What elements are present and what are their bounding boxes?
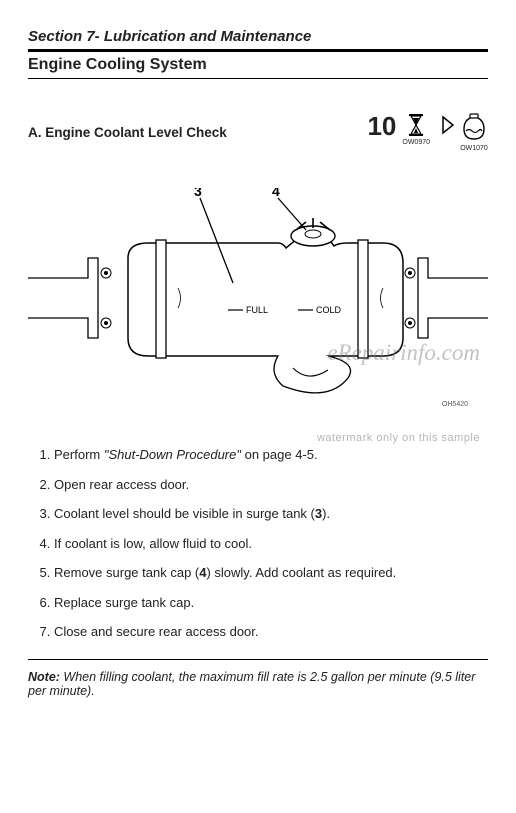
step-7: Close and secure rear access door. (54, 623, 488, 641)
coolant-icon: OW1070 (460, 113, 488, 152)
note-text: When filling coolant, the maximum fill r… (28, 670, 475, 698)
step-2: Open rear access door. (54, 476, 488, 494)
icon-code-left: OW0970 (402, 139, 430, 146)
interval-block: 10 OW0970 OW1070 (367, 113, 488, 152)
step-6: Replace surge tank cap. (54, 594, 488, 612)
icon-code-right: OW1070 (460, 145, 488, 152)
section-title: Section 7- Lubrication and Maintenance (28, 28, 488, 47)
step-1: Perform "Shut-Down Procedure" on page 4-… (54, 446, 488, 464)
rule-thick (28, 49, 488, 52)
subsection-header: A. Engine Coolant Level Check 10 OW0970 (28, 113, 488, 152)
page-title: Engine Cooling System (28, 56, 488, 74)
step-5: Remove surge tank cap (4) slowly. Add co… (54, 564, 488, 582)
step-4: If coolant is low, allow fluid to cool. (54, 535, 488, 553)
callout-3: 3 (194, 188, 202, 199)
tank-label-full: FULL (246, 305, 268, 315)
procedure-steps: Perform "Shut-Down Procedure" on page 4-… (28, 446, 488, 641)
hourglass-icon: OW0970 (402, 113, 430, 146)
step-3: Coolant level should be visible in surge… (54, 505, 488, 523)
diagram: FULL COLD 3 4 OH5420 (28, 188, 488, 418)
rule-bottom (28, 659, 488, 660)
note: Note: When filling coolant, the maximum … (28, 670, 488, 698)
rule-thin (28, 78, 488, 79)
note-label: Note: (28, 670, 60, 684)
tank-label-cold: COLD (316, 305, 342, 315)
callout-4: 4 (272, 188, 280, 199)
interval-number: 10 (367, 113, 396, 139)
figure-code: OH5420 (442, 401, 468, 408)
subsection-label: A. Engine Coolant Level Check (28, 125, 367, 140)
watermark-sub: watermark only on this sample (317, 432, 480, 444)
play-icon (442, 113, 454, 137)
